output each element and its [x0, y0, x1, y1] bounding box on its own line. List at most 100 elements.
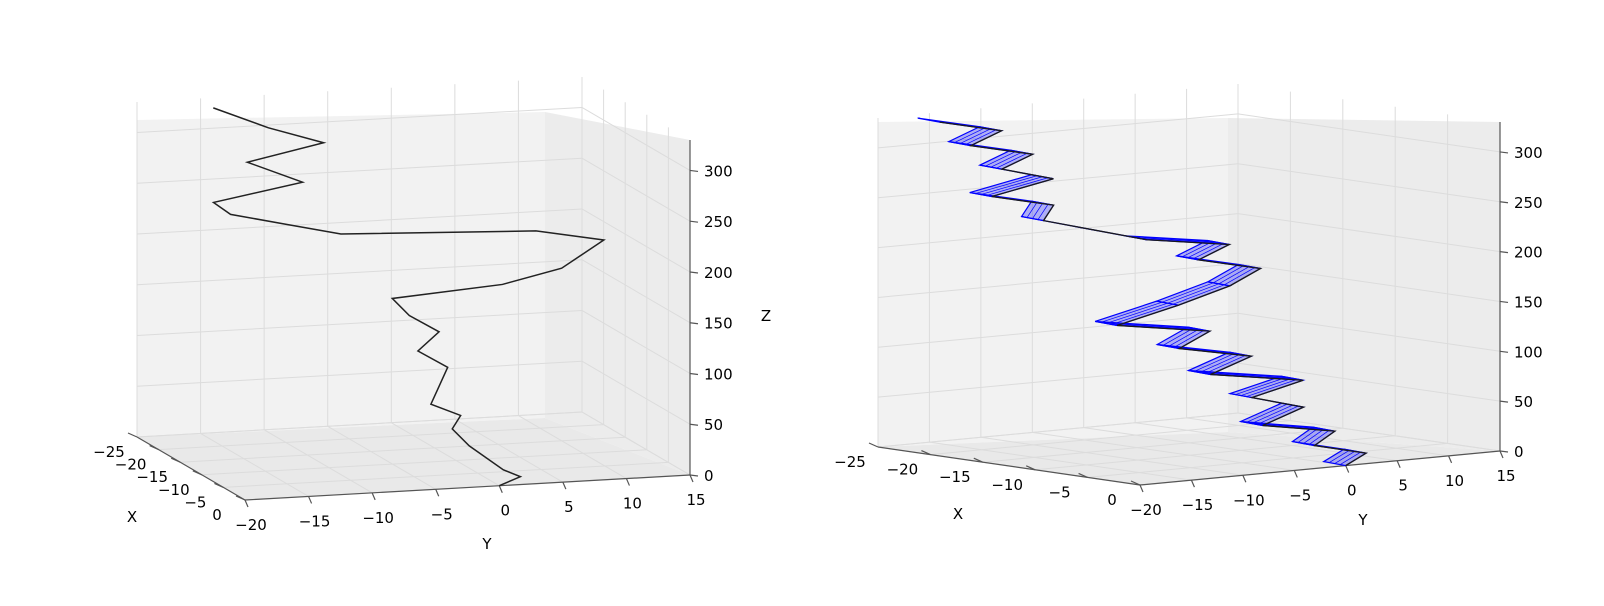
left-x-tick-label: −5	[184, 493, 206, 511]
left-grid-y-floor	[327, 425, 436, 490]
left-grid-z-back	[136, 106, 583, 133]
left-grid-x-floor	[158, 424, 604, 451]
right-z-tick-label: 200	[1514, 244, 1543, 262]
right-x-tick	[868, 442, 879, 448]
right-y-tick	[1139, 484, 1144, 493]
right-grid-y-floor	[1186, 417, 1449, 457]
left-grid-z-side	[581, 259, 691, 324]
left-y-tick-label: −20	[235, 516, 267, 534]
left-z-tick-label: 300	[704, 162, 733, 180]
right-ribbon-hatch	[1199, 353, 1241, 373]
left-y-tick	[371, 492, 376, 501]
right-ribbon-hatch	[1199, 372, 1293, 379]
left-x-tick	[214, 482, 224, 488]
right-grid-z-side	[1237, 362, 1501, 402]
left-y-tick	[435, 489, 440, 497]
right-grid-y-floor	[980, 436, 1243, 476]
right-ribbon-hatch	[1037, 203, 1049, 220]
right-ribbon-hatch	[1246, 378, 1298, 397]
right-y-tick	[1345, 465, 1350, 473]
right-grid-z-side	[1237, 213, 1501, 253]
right-ribbon-hatch	[1218, 266, 1250, 285]
right-y-tick-label: 10	[1445, 472, 1464, 490]
right-x-tick-label: −25	[834, 453, 866, 471]
left-x-tick	[170, 457, 181, 463]
right-y-tick-label: −20	[1130, 501, 1162, 519]
right-ribbon-hatch	[985, 150, 1017, 167]
right-ribbon-hatch	[1181, 241, 1213, 258]
right-ribbon-hatch	[1187, 242, 1219, 259]
left-z-tick-label: 0	[704, 467, 714, 485]
right-ribbon-hatch	[1167, 283, 1219, 304]
left-grid-z-back	[136, 208, 583, 235]
right-y-axis-label: Y	[1357, 511, 1368, 529]
right-grid-z-back	[877, 163, 1239, 199]
left-grid-y-floor	[263, 429, 373, 494]
left-x-tick-label: −20	[115, 456, 147, 474]
left-grid-z-side	[581, 107, 691, 171]
left-y-tick	[625, 478, 630, 486]
right-ribbon-hatch	[1162, 327, 1194, 346]
left-grid-z-back	[136, 259, 583, 286]
left-grid-y-floor	[518, 415, 627, 480]
left-y-axis-line	[244, 474, 691, 501]
left-x-tick	[192, 470, 203, 476]
right-z-tick	[1499, 201, 1509, 204]
left-x-tick-label: −10	[158, 481, 190, 499]
left-z-tick	[689, 169, 699, 173]
right-z-tick-label: 150	[1514, 293, 1543, 311]
right-grid-z-back	[877, 362, 1239, 398]
left-y-tick	[244, 499, 249, 508]
right-z-tick-label: 100	[1514, 343, 1543, 361]
right-grid-z-side	[1237, 312, 1501, 352]
left-y-tick-label: −15	[299, 512, 331, 530]
right-ribbon-hatch	[1246, 422, 1319, 429]
right-ribbon-hatch	[990, 151, 1022, 168]
left-z-tick	[689, 271, 699, 274]
right-ribbon-hatch	[1329, 449, 1350, 463]
chart-right: −25 −20 −15 −10 −5 0−20 −15 −10 −5 0 5 10 1505010015…	[834, 84, 1543, 529]
right-ribbon-hatch	[1105, 302, 1168, 324]
right-grid-x-floor	[1035, 435, 1396, 471]
left-y-tick	[562, 481, 567, 490]
right-z-tick	[1499, 450, 1509, 453]
right-ribbon-hatch	[1224, 267, 1256, 286]
right-ribbon-hatch	[1193, 352, 1236, 372]
right-y-tick-label: 5	[1398, 477, 1408, 495]
right-side-pane	[1228, 118, 1500, 451]
left-grid-y-floor	[391, 422, 500, 487]
right-x-tick	[973, 457, 984, 463]
left-y-tick-label: 0	[501, 502, 511, 520]
right-y-tick-label: 15	[1496, 467, 1515, 485]
right-grid-z-back	[877, 113, 1239, 149]
right-ribbon-hatch	[1192, 243, 1224, 260]
right-ribbon-hatch	[980, 176, 1043, 195]
right-x-tick	[1078, 472, 1088, 478]
left-z-tick	[689, 474, 699, 477]
left-y-tick-label: 10	[623, 495, 642, 513]
right-y-tick-label: −10	[1233, 491, 1265, 509]
right-grid-x-floor	[982, 427, 1343, 463]
right-z-tick	[1499, 300, 1509, 304]
right-z-tick	[1499, 400, 1509, 403]
left-x-tick	[149, 445, 159, 451]
left-z-tick-label: 200	[704, 264, 733, 282]
right-z-tick-label: 0	[1514, 443, 1524, 461]
chart-left: −25−20−15−10−50−20 −15 −10 −5 0 5 10 1505010015…	[93, 77, 771, 553]
right-ribbon-hatch	[923, 118, 986, 129]
left-z-tick	[689, 220, 699, 223]
left-x-tick-label: −15	[136, 468, 168, 486]
right-ribbon-hatch	[1141, 238, 1224, 244]
right-y-tick-label: −5	[1289, 486, 1311, 504]
right-x-tick-label: 0	[1107, 491, 1117, 509]
left-z-tick-label: 250	[704, 213, 733, 231]
right-grid-y-floor	[929, 441, 1192, 481]
right-ribbon-hatch	[1246, 403, 1288, 423]
left-series	[211, 107, 606, 487]
left-floor-pane	[137, 418, 690, 500]
right-y-tick	[1190, 479, 1195, 488]
right-x-tick	[921, 450, 931, 456]
right-ribbon-hatch	[1297, 427, 1319, 443]
right-ribbon-hatch	[1032, 202, 1043, 219]
left-z-tick	[689, 423, 699, 426]
